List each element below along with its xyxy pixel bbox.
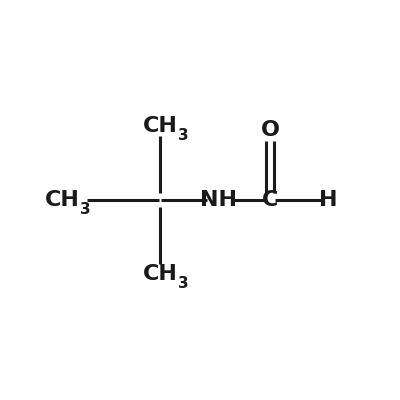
Text: NH: NH	[200, 190, 236, 210]
Text: H: H	[319, 190, 337, 210]
Text: CH: CH	[44, 190, 80, 210]
Text: CH: CH	[142, 264, 178, 284]
Text: O: O	[260, 120, 280, 140]
Text: 3: 3	[178, 276, 188, 291]
Text: 3: 3	[80, 202, 90, 217]
Text: 3: 3	[178, 128, 188, 143]
Text: C: C	[262, 190, 278, 210]
Text: CH: CH	[142, 116, 178, 136]
